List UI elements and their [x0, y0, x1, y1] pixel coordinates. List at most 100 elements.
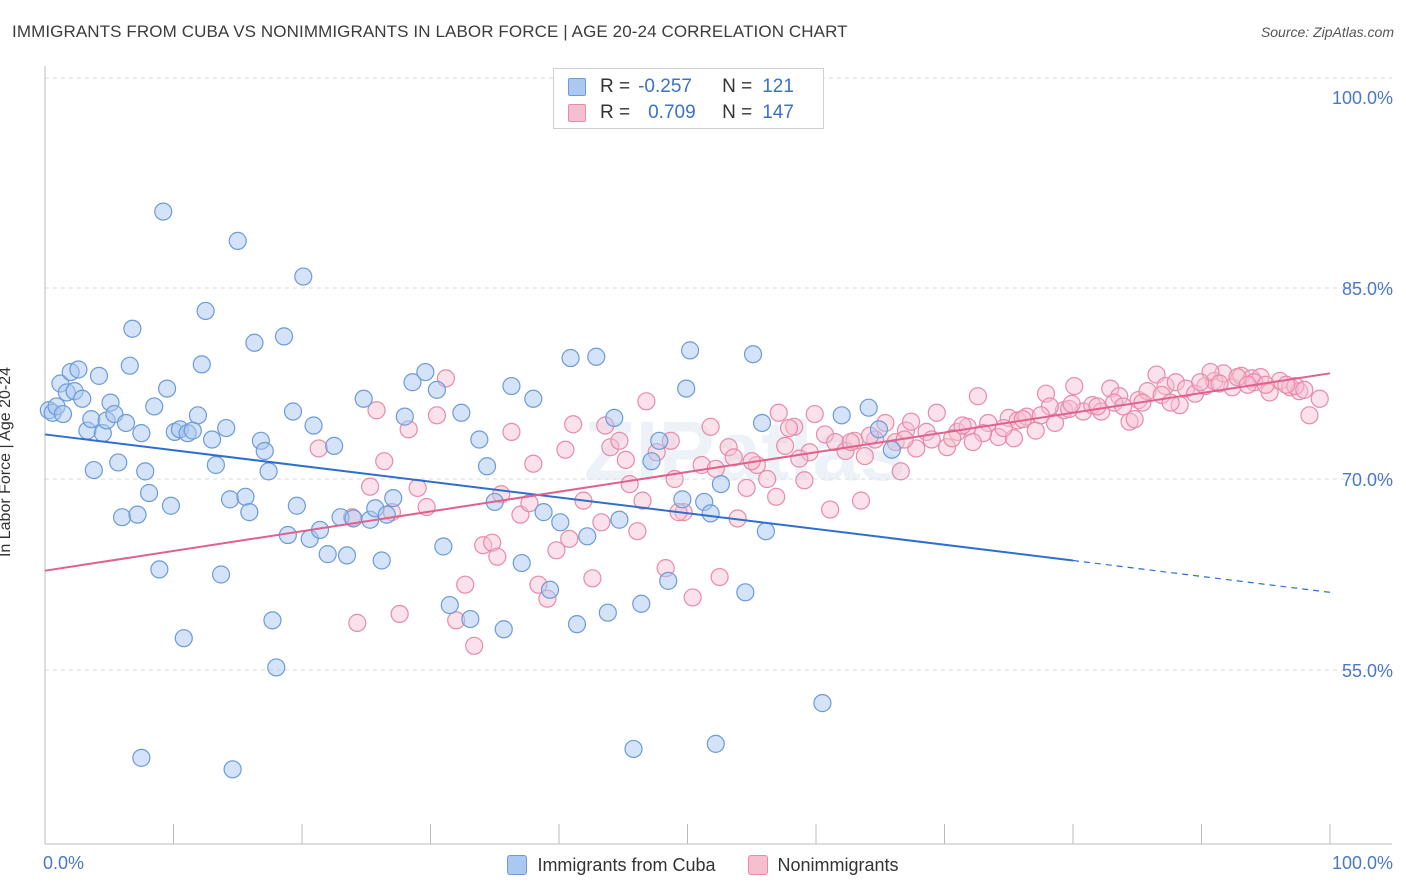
tick-labels: 55.0% 70.0% 85.0% 100.0% 0.0% 100.0%	[43, 88, 1393, 873]
data-point-cuba	[561, 348, 580, 368]
trend-line-cuba-extension	[1072, 559, 1331, 593]
r-value-nonimmigrants: 0.709	[648, 102, 696, 123]
data-point-cuba	[259, 462, 278, 481]
data-point-nonimmigrants	[547, 541, 566, 560]
data-point-nonimmigrants	[408, 478, 427, 498]
data-point-nonimmigrants	[963, 432, 982, 452]
legend-swatch-cuba	[507, 855, 528, 875]
legend-item-nonimmigrants[interactable]: Nonimmigrants	[747, 852, 899, 878]
y-tick-label: 85.0%	[1342, 279, 1393, 299]
data-point-nonimmigrants	[855, 446, 874, 466]
data-point-cuba	[701, 504, 720, 523]
data-point-nonimmigrants	[427, 406, 447, 425]
data-point-cuba	[109, 453, 128, 472]
data-point-nonimmigrants	[701, 417, 720, 436]
data-point-cuba	[89, 366, 109, 385]
data-point-nonimmigrants	[968, 387, 988, 406]
data-point-cuba	[73, 389, 92, 408]
data-point-cuba	[245, 333, 264, 352]
legend-item-cuba[interactable]: Immigrants from Cuba	[507, 852, 716, 878]
data-point-nonimmigrants	[633, 491, 652, 510]
r-value-cuba: -0.257	[638, 76, 692, 97]
data-point-nonimmigrants	[1125, 410, 1144, 429]
data-point-cuba	[461, 609, 480, 629]
data-point-nonimmigrants	[1228, 368, 1247, 387]
data-point-nonimmigrants	[943, 429, 962, 448]
data-point-cuba	[150, 560, 169, 579]
data-point-nonimmigrants	[1310, 389, 1329, 408]
trend-line-cuba	[44, 433, 1074, 562]
data-point-cuba	[267, 658, 286, 677]
data-point-nonimmigrants	[1214, 364, 1233, 383]
x-tick-label: 0.0%	[43, 853, 84, 873]
data-point-cuba	[434, 537, 453, 556]
stats-swatch-cuba	[568, 78, 586, 96]
data-point-cuba	[196, 301, 215, 321]
data-point-cuba	[452, 403, 471, 422]
data-point-cuba	[236, 487, 255, 506]
data-point-nonimmigrants	[560, 529, 579, 548]
data-point-cuba	[263, 611, 282, 630]
data-point-nonimmigrants	[616, 450, 635, 469]
data-point-cuba	[228, 231, 247, 250]
stats-row-nonimmigrants: R = 0.709 N = 147	[568, 101, 794, 125]
data-point-nonimmigrants	[927, 403, 946, 422]
r-label: R =	[600, 76, 631, 97]
data-point-cuba	[598, 603, 617, 622]
y-tick-label: 70.0%	[1342, 470, 1393, 490]
data-point-cuba	[736, 583, 755, 602]
data-point-cuba	[283, 402, 303, 421]
data-point-nonimmigrants	[620, 474, 639, 494]
stats-legend: R = -0.257 N = 121 R = 0.709 N = 147	[553, 68, 824, 129]
data-point-cuba	[377, 505, 396, 524]
data-point-nonimmigrants	[502, 422, 521, 441]
data-point-cuba	[84, 460, 103, 480]
data-point-nonimmigrants	[805, 404, 824, 424]
data-point-cuba	[304, 416, 323, 435]
data-point-nonimmigrants	[1210, 374, 1229, 393]
n-label: N =	[722, 76, 753, 97]
bottom-legend: Immigrants from Cuba Nonimmigrants	[0, 852, 1406, 878]
data-point-cuba	[188, 406, 208, 425]
y-tick-label: 55.0%	[1342, 661, 1393, 681]
data-point-cuba	[354, 389, 373, 408]
data-point-cuba	[217, 418, 236, 438]
data-point-cuba	[220, 490, 240, 509]
data-point-cuba	[673, 490, 692, 509]
data-point-nonimmigrants	[891, 462, 910, 481]
data-point-nonimmigrants	[758, 469, 777, 489]
data-point-nonimmigrants	[795, 471, 814, 490]
data-point-cuba	[650, 431, 669, 450]
data-point-cuba	[202, 430, 222, 449]
data-point-cuba	[512, 553, 531, 573]
trend-line-nonimmigrants	[44, 372, 1331, 572]
data-point-cuba	[240, 503, 259, 522]
data-point-nonimmigrants	[1062, 394, 1081, 413]
data-point-cuba	[123, 319, 142, 338]
data-point-cuba	[882, 440, 901, 459]
data-point-nonimmigrants	[465, 636, 484, 655]
data-point-cuba	[53, 404, 73, 424]
data-point-cuba	[132, 748, 151, 767]
data-point-cuba	[337, 546, 357, 565]
data-point-cuba	[440, 595, 459, 615]
data-point-nonimmigrants	[737, 478, 756, 498]
data-point-nonimmigrants	[1138, 382, 1157, 401]
data-point-cuba	[157, 379, 177, 398]
data-point-nonimmigrants	[488, 547, 507, 566]
data-point-nonimmigrants	[309, 439, 328, 458]
data-point-cuba	[859, 398, 878, 417]
stats-swatch-nonimmigrants	[568, 104, 586, 122]
data-point-nonimmigrants	[456, 575, 475, 594]
data-point-cuba	[174, 629, 193, 648]
data-point-nonimmigrants	[989, 427, 1008, 447]
data-point-cuba	[69, 360, 88, 379]
data-point-cuba	[534, 503, 553, 522]
data-point-nonimmigrants	[769, 403, 788, 422]
legend-swatch-nonimmigrants	[747, 855, 768, 875]
data-point-cuba	[642, 452, 661, 471]
data-point-nonimmigrants	[821, 500, 840, 519]
data-point-cuba	[255, 441, 274, 461]
data-point-cuba	[567, 615, 587, 634]
data-point-nonimmigrants	[776, 436, 795, 455]
